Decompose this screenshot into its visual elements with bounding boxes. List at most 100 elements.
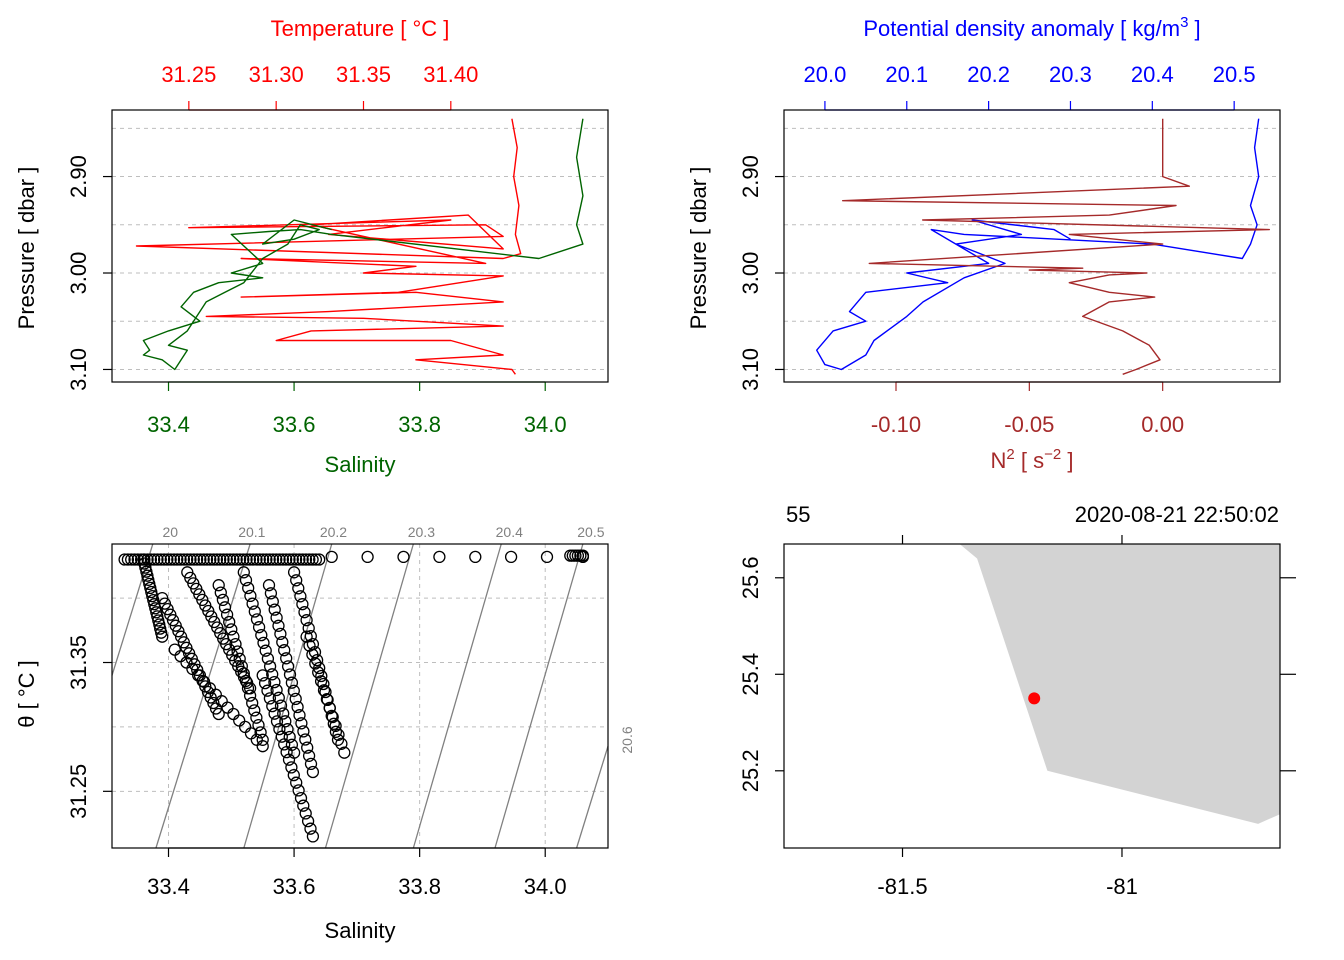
ts-point xyxy=(231,645,244,658)
ts-point xyxy=(266,699,279,713)
ts-y-axis-title: θ [ °C ] xyxy=(14,660,39,727)
ts-point xyxy=(286,553,299,566)
density-tick-label: 20.0 xyxy=(804,62,847,87)
x-tick-label: 33.4 xyxy=(147,874,190,899)
panel-temperature-salinity-profile: Temperature [ °C ] Salinity Pressure [ d… xyxy=(14,16,609,477)
ts-point xyxy=(156,630,169,643)
ts-point xyxy=(194,553,207,566)
ts-point xyxy=(261,684,274,697)
p1-series xyxy=(135,118,584,375)
ts-point xyxy=(276,635,289,649)
ts-point xyxy=(250,613,264,626)
ts-point xyxy=(332,728,345,741)
p2-axes: 20.0 20.1 20.2 20.3 20.4 20.5 -0.10 -0.05 0.00 2.… xyxy=(738,62,1256,437)
p3-isopycnals: 20 20.1 20.2 20.3 20.4 20.5 20.6 xyxy=(111,524,635,849)
p1-plot-frame xyxy=(111,109,609,383)
lon-tick-label: -81.5 xyxy=(877,874,927,899)
pressure-tick-label: 2.90 xyxy=(738,155,763,198)
land-polygon xyxy=(959,544,1280,824)
pressure-tick-label: 3.10 xyxy=(738,348,763,391)
x-tick-label: 33.6 xyxy=(273,874,316,899)
ts-point xyxy=(290,574,303,587)
ts-point xyxy=(256,553,270,566)
salinity-line xyxy=(142,118,584,371)
ts-point xyxy=(121,553,135,566)
ts-point xyxy=(278,644,291,657)
isopycnal-label: 20.3 xyxy=(408,524,435,540)
pressure-tick-label: 3.10 xyxy=(66,348,91,391)
y-tick-label: 31.35 xyxy=(66,635,91,690)
ts-point xyxy=(243,553,257,566)
ts-point xyxy=(158,597,172,610)
ts-point xyxy=(168,643,181,656)
ts-point xyxy=(161,553,174,566)
density-tick-label: 20.1 xyxy=(885,62,928,87)
station-marker xyxy=(1028,692,1041,705)
ts-point xyxy=(263,660,277,673)
ts-point xyxy=(329,725,343,738)
ts-point xyxy=(246,597,259,610)
x-tick-label: 33.8 xyxy=(398,874,441,899)
ts-point xyxy=(303,639,316,652)
ts-point xyxy=(282,753,296,766)
ts-point xyxy=(313,661,326,675)
lat-tick-label: 25.4 xyxy=(738,653,763,696)
ts-point xyxy=(240,553,253,566)
station-time-label: 2020-08-21 22:50:02 xyxy=(1075,502,1279,527)
ts-point xyxy=(306,648,319,661)
p1-gridlines xyxy=(112,127,608,370)
ts-point xyxy=(247,553,260,566)
ts-point xyxy=(233,714,246,727)
ts-point xyxy=(289,692,302,706)
p3-plot-frame xyxy=(111,543,609,849)
ts-point xyxy=(237,553,250,566)
ts-point xyxy=(125,553,138,566)
ts-point xyxy=(291,700,304,714)
ts-point xyxy=(264,587,278,600)
ts-point xyxy=(237,667,250,680)
ts-point xyxy=(292,582,305,595)
ts-point xyxy=(239,674,253,688)
ts-point xyxy=(164,553,177,566)
ts-point xyxy=(172,625,185,638)
ts-point xyxy=(262,579,276,592)
ts-point xyxy=(242,581,255,595)
ts-point xyxy=(246,696,259,710)
ts-point xyxy=(266,668,279,681)
ts-point xyxy=(297,799,310,812)
ts-point xyxy=(248,605,261,618)
ts-point xyxy=(274,627,287,641)
ts-point xyxy=(227,707,240,721)
ts-point xyxy=(540,550,554,564)
ts-point xyxy=(250,553,263,566)
ts-point xyxy=(338,746,351,759)
ts-point xyxy=(273,722,286,736)
p4-station xyxy=(1028,692,1041,705)
ts-point xyxy=(298,606,311,619)
density-tick-label: 20.2 xyxy=(967,62,1010,87)
temperature-tick-label: 31.35 xyxy=(336,62,391,87)
ts-point xyxy=(263,692,277,705)
ts-point xyxy=(223,553,237,566)
ts-point xyxy=(304,629,317,643)
ts-point xyxy=(295,717,308,730)
temperature-line xyxy=(135,118,522,375)
ts-point xyxy=(292,784,305,797)
ts-point xyxy=(259,644,272,657)
ts-point xyxy=(278,738,291,751)
ts-point xyxy=(118,553,131,566)
p3-gridlines xyxy=(112,544,608,848)
ts-point xyxy=(207,553,220,566)
ts-point xyxy=(255,628,268,642)
ts-point xyxy=(197,553,210,566)
temperature-tick-label: 31.30 xyxy=(249,62,304,87)
ts-point xyxy=(191,663,204,677)
ts-point xyxy=(253,553,266,566)
ts-point xyxy=(214,586,227,599)
isopycnal-label: 20.2 xyxy=(320,524,347,540)
ts-point xyxy=(187,553,200,566)
ts-point xyxy=(221,701,234,714)
ts-point xyxy=(273,553,286,566)
density-axis-title: Potential density anomaly [ kg/m3 ] xyxy=(863,14,1200,41)
